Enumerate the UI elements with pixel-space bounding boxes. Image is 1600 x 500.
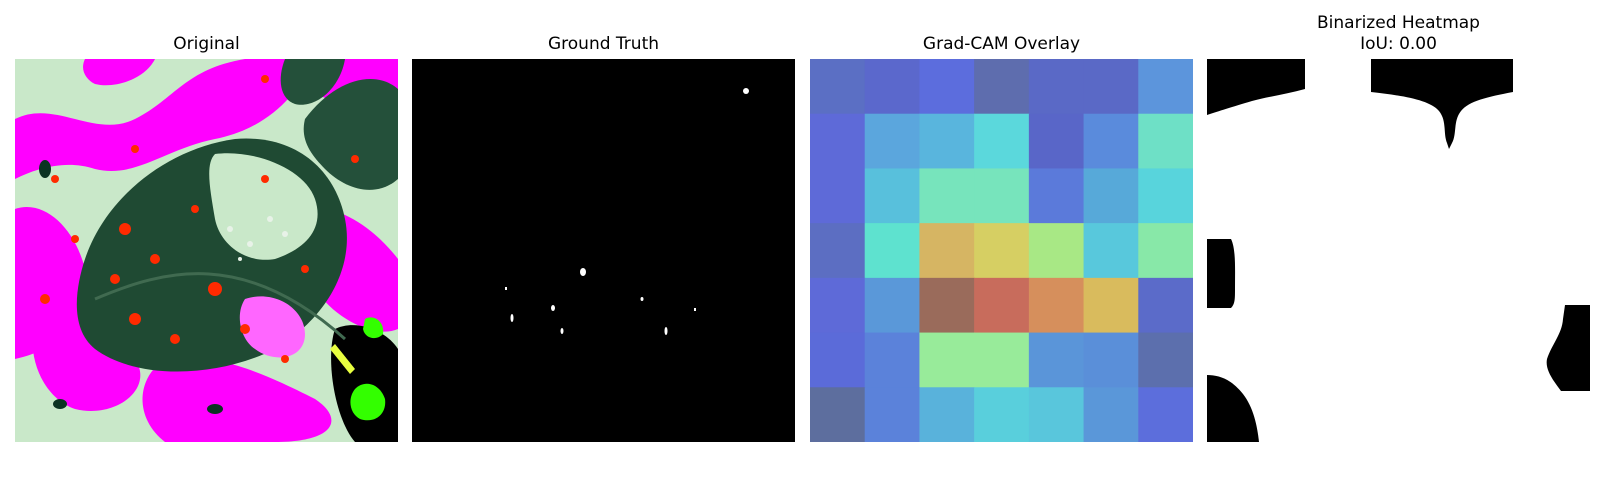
panel-title: Binarized Heatmap: [1317, 13, 1480, 33]
heatmap-cell: [1028, 332, 1085, 388]
heatmap-cell: [1083, 113, 1139, 170]
heatmap-cell: [810, 223, 866, 279]
heatmap-cell: [810, 387, 866, 442]
heatmap-cell: [1028, 113, 1085, 170]
heatmap-cell: [1138, 277, 1193, 334]
panel-title: Ground Truth: [547, 34, 660, 54]
heatmap-cell: [810, 59, 866, 115]
panel-title: Grad-CAM Overlay: [922, 34, 1081, 54]
heatmap-cell: [1138, 223, 1193, 279]
heatmap-cell: [919, 332, 975, 388]
heatmap-cell: [864, 277, 921, 334]
heatmap-cell: [974, 223, 1030, 279]
heatmap-cell: [1138, 387, 1193, 442]
original-image: [15, 59, 398, 442]
heatmap-cell: [864, 387, 921, 442]
heatmap-cell: [1138, 168, 1193, 224]
heatmap-cell: [1083, 277, 1139, 334]
panel-title: Original: [173, 34, 240, 54]
heatmap-cell: [1083, 168, 1139, 224]
heatmap-cell: [1138, 113, 1193, 170]
iou-score: IoU: 0.00: [1360, 34, 1437, 54]
heatmap-cell: [810, 277, 866, 334]
heatmap-cell: [1028, 223, 1085, 279]
heatmap-cell: [1028, 387, 1085, 442]
heatmap-cell: [974, 113, 1030, 170]
heatmap-cell: [1138, 59, 1193, 115]
heatmap-cell: [1028, 59, 1085, 115]
heatmap-cell: [919, 113, 975, 170]
panel-gradcam-overlay: Grad-CAM Overlay: [810, 0, 1193, 450]
panel-ground-truth: Ground Truth: [412, 0, 795, 450]
heatmap-cell: [864, 168, 921, 224]
heatmap-cell: [919, 223, 975, 279]
heatmap-cell: [810, 332, 866, 388]
heatmap-cell: [864, 332, 921, 388]
heatmap-cell: [1138, 332, 1193, 388]
heatmap-cell: [810, 113, 866, 170]
heatmap-cell: [1028, 277, 1085, 334]
heatmap-cell: [1083, 223, 1139, 279]
heatmap-cell: [864, 59, 921, 115]
heatmap-cell: [1083, 332, 1139, 388]
heatmap-cell: [974, 277, 1030, 334]
heatmap-cell: [864, 223, 921, 279]
panel-binarized-heatmap: Binarized Heatmap IoU: 0.00: [1207, 0, 1590, 450]
heatmap-cell: [974, 59, 1030, 115]
heatmap-cell: [919, 168, 975, 224]
heatmap-cell: [919, 387, 975, 442]
heatmap-cell: [974, 332, 1030, 388]
binarized-mask: [1207, 59, 1590, 442]
gradcam-heatmap: [810, 59, 1193, 442]
heatmap-cell: [1083, 59, 1139, 115]
panel-original: Original: [15, 0, 398, 450]
heatmap-cell: [974, 387, 1030, 442]
heatmap-cell: [919, 59, 975, 115]
ground-truth-mask: [412, 59, 795, 442]
heatmap-cell: [919, 277, 975, 334]
heatmap-cell: [1083, 387, 1139, 442]
heatmap-cell: [974, 168, 1030, 224]
heatmap-cell: [810, 168, 866, 224]
heatmap-cell: [864, 113, 921, 170]
heatmap-cell: [1028, 168, 1085, 224]
